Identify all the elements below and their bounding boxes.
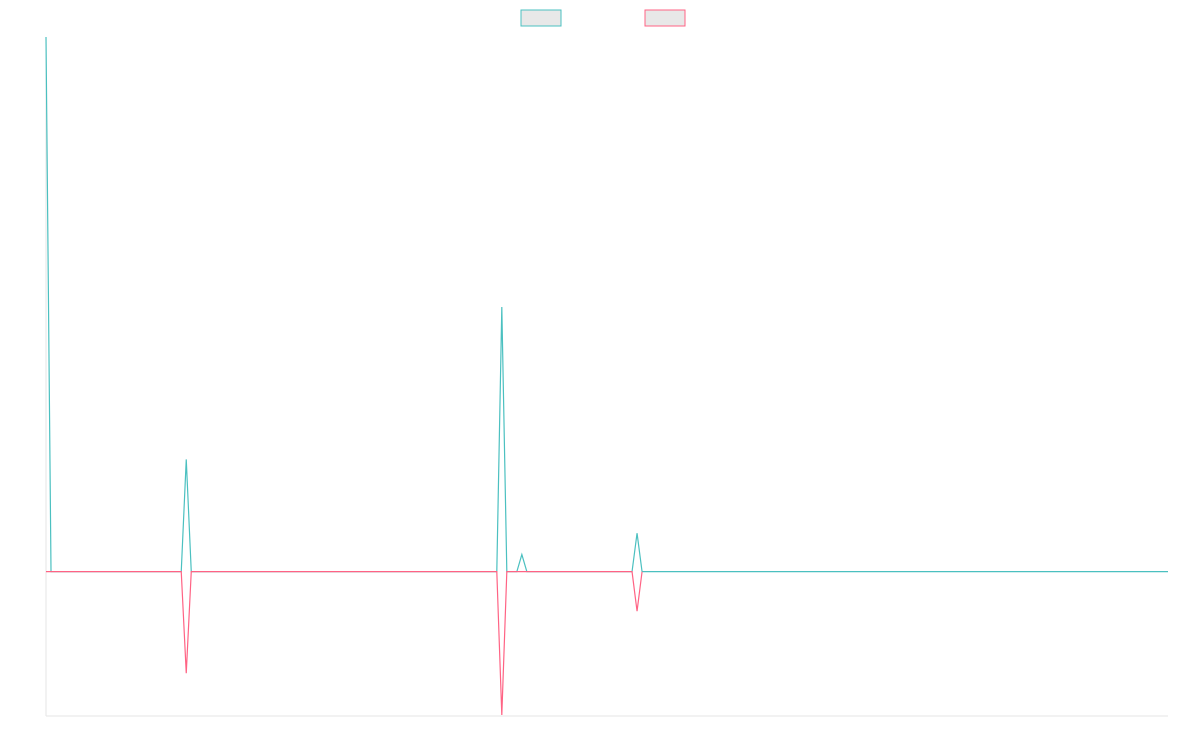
plot-area	[45, 36, 1168, 717]
series-line-1	[45, 36, 1168, 573]
legend	[520, 9, 686, 27]
legend-swatch-2	[644, 9, 686, 27]
series-line-2	[46, 571, 643, 715]
legend-swatch-1	[520, 9, 562, 27]
